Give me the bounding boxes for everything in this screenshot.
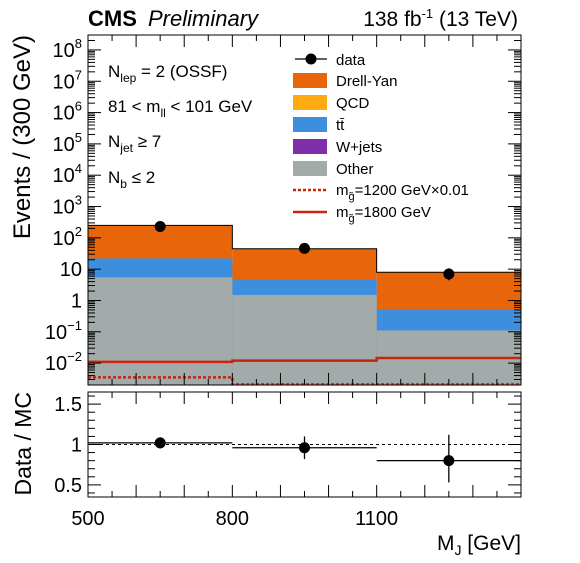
svg-text:QCD: QCD [336,95,370,112]
y-tick-label: 107 [53,67,82,93]
nlep-cut: Nlep = 2 (OSSF) [108,62,227,85]
data-point-2 [299,242,310,254]
ratio-y-axis: 0.5 1 1.5 [54,394,521,497]
y-tick-label: 10 [60,259,82,281]
ratio-y-tick-label: 0.5 [54,475,82,497]
ratio-y-tick-label: 1 [71,435,82,457]
ratio-y-tick-label: 1.5 [54,394,82,416]
legend-item-signal-1800: mg̃=1800 GeV [293,204,431,225]
legend-item-wjets: W+jets [293,139,382,156]
y-tick-label: 108 [53,36,82,62]
y-tick-label: 104 [53,161,82,187]
data-point-3 [443,268,455,280]
x-tick-label: 500 [71,508,104,530]
ratio-point-3 [443,455,455,467]
legend-swatch-other [293,161,327,176]
ratio-point-1 [154,437,166,449]
mll-cut: 81 < mll < 101 GeV [108,97,253,120]
main-y-axis-label: Events / (300 GeV) [9,35,36,239]
x-tick-label: 1100 [355,508,398,530]
svg-text:Other: Other [336,161,374,178]
y-tick-label: 103 [53,193,82,219]
stack-bar-other-bin-2 [232,294,377,385]
y-tick-label: 10−1 [45,318,82,344]
legend-item-drell-yan: Drell-Yan [293,73,397,90]
legend-item-signal-1200: mg̃=1200 GeV×0.01 [293,182,469,203]
cms-label: CMS [88,6,137,31]
legend-swatch-ttbar [293,117,327,132]
x-tick-label: 800 [216,508,249,530]
ratio-panel: 0.5 1 1.5 500 800 1100 [54,391,522,530]
legend-swatch-drell-yan [293,73,327,88]
y-tick-label: 102 [53,224,82,250]
legend-item-ttbar: tt̄ [293,117,345,134]
legend-item-other: Other [293,161,374,178]
preliminary-label: Preliminary [148,6,260,31]
svg-text:mg̃=1200 GeV×0.01: mg̃=1200 GeV×0.01 [336,182,469,203]
njet-cut: Njet ≥ 7 [108,132,161,155]
svg-text:W+jets: W+jets [336,139,382,156]
stack-bar-other-bin-1 [88,277,233,385]
main-x-ticks [111,35,498,385]
y-tick-label: 106 [53,99,82,125]
luminosity-label: 138 fb-1 (13 TeV) [363,6,518,31]
ratio-x-axis: 500 800 1100 [71,392,498,530]
svg-text:tt̄: tt̄ [336,117,345,134]
nb-cut: Nb ≤ 2 [108,168,155,191]
ratio-point-2 [299,442,310,454]
legend-swatch-qcd [293,95,327,110]
y-tick-label: 105 [53,130,82,156]
svg-text:data: data [336,52,366,69]
signal-line-2 [88,356,521,364]
legend: data Drell-Yan QCD tt̄ W+jets Other mg̃=… [293,52,469,225]
svg-text:Drell-Yan: Drell-Yan [336,73,397,90]
y-tick-label: 1 [71,290,82,312]
legend-item-data: data [295,52,366,69]
svg-text:mg̃=1800 GeV: mg̃=1800 GeV [336,204,431,225]
selection-text: Nlep = 2 (OSSF) 81 < mll < 101 GeV Njet … [108,62,253,191]
legend-marker-data [305,53,317,65]
ratio-y-axis-label: Data / MC [10,392,36,496]
y-tick-label: 10−2 [45,349,82,375]
legend-item-qcd: QCD [293,95,370,112]
data-point-1 [154,221,166,233]
x-axis-label: MJ [GeV] [437,532,521,558]
legend-swatch-wjets [293,139,327,154]
